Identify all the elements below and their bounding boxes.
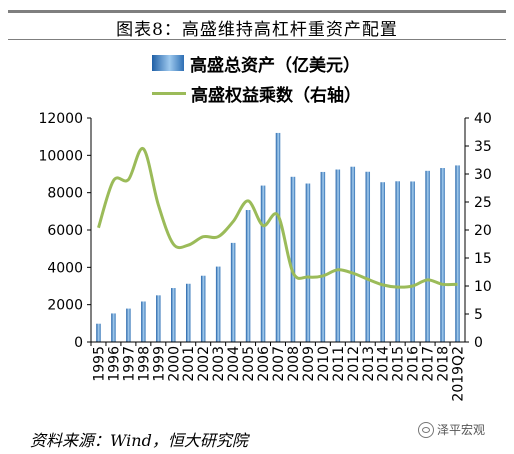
bar-1999	[156, 295, 161, 342]
legend-label-bars: 高盛总资产（亿美元）	[190, 55, 360, 76]
bar-2003	[215, 266, 221, 342]
bar-2004	[230, 242, 236, 342]
x-tick-label: 2017	[421, 346, 437, 382]
x-tick-label: 2001	[181, 346, 197, 382]
legend-label-line: 高盛权益乘数（右轴）	[191, 85, 361, 106]
legend-swatch-bar	[152, 55, 184, 71]
x-tick-label: 2019Q2	[451, 346, 467, 402]
bar-2009	[305, 183, 311, 342]
bar-2006	[260, 185, 266, 342]
bar-1998	[141, 301, 146, 342]
x-tick-label: 2010	[316, 346, 332, 382]
bar-2017	[425, 170, 430, 342]
bar-2011	[335, 169, 341, 342]
bar-2019Q2	[455, 165, 460, 342]
equity-multiplier-line	[97, 147, 458, 289]
x-tick-label: 2012	[346, 346, 362, 382]
right-tick-label: 30	[474, 167, 492, 183]
watermark-text: 泽平宏观	[437, 423, 486, 437]
right-tick-label: 40	[474, 111, 492, 127]
x-tick-label: 2003	[211, 346, 227, 382]
chart-title-bar: 图表8：高盛维持高杠杆重资产配置	[8, 10, 506, 40]
right-tick-label: 0	[474, 335, 483, 351]
left-tick-label: 6000	[47, 223, 83, 239]
bar-2010	[320, 171, 326, 342]
x-tick-label: 2008	[286, 346, 302, 382]
bar-1997	[126, 308, 131, 342]
x-tick-label: 1999	[151, 346, 167, 382]
left-tick-label: 2000	[47, 298, 83, 314]
left-tick-label: 10000	[38, 148, 83, 164]
x-tick-label: 2009	[301, 346, 317, 382]
x-tick-label: 1996	[106, 346, 122, 382]
legend-item-bars: 高盛总资产（亿美元）	[152, 48, 361, 78]
right-tick-label: 5	[474, 307, 483, 323]
bar-2012	[350, 166, 356, 342]
x-tick-label: 1998	[136, 346, 152, 382]
x-tick-label: 2011	[331, 346, 347, 382]
bar-2007	[275, 132, 281, 342]
bar-1996	[111, 313, 116, 342]
x-tick-label: 1997	[121, 346, 137, 382]
bar-2002	[200, 275, 206, 342]
bar-2008	[290, 176, 296, 342]
bar-2013	[365, 171, 371, 342]
x-tick-label: 2013	[361, 346, 377, 382]
x-tick-label: 2015	[391, 346, 407, 382]
left-tick-label: 0	[74, 335, 83, 351]
bar-2015	[395, 181, 400, 342]
legend-item-line: 高盛权益乘数（右轴）	[152, 78, 361, 108]
x-tick-label: 2002	[196, 346, 212, 382]
x-tick-label: 2000	[166, 346, 182, 382]
x-tick-label: 1995	[91, 346, 107, 382]
bar-2005	[245, 210, 251, 342]
source-note: 资料来源：Wind，恒大研究院	[30, 431, 248, 450]
left-tick-label: 12000	[38, 111, 83, 127]
bar-1995	[96, 323, 101, 342]
bar-2001	[185, 283, 191, 342]
x-tick-label: 2005	[241, 346, 257, 382]
chart-title: 图表8：高盛维持高杠杆重资产配置	[116, 20, 398, 40]
right-tick-label: 35	[474, 139, 492, 155]
right-tick-label: 25	[474, 195, 492, 211]
left-tick-label: 8000	[47, 186, 83, 202]
x-tick-label: 2018	[436, 346, 452, 382]
bar-2018	[440, 168, 445, 342]
right-tick-label: 10	[474, 279, 492, 295]
wechat-icon	[418, 421, 434, 438]
legend-swatch-line	[152, 91, 186, 95]
left-tick-label: 4000	[47, 260, 83, 276]
x-tick-label: 2004	[226, 346, 242, 382]
bar-2014	[380, 182, 385, 342]
x-tick-label: 2007	[271, 346, 287, 382]
watermark: 泽平宏观	[418, 421, 485, 438]
x-tick-label: 2006	[256, 346, 272, 382]
x-tick-label: 2014	[376, 346, 392, 382]
right-tick-label: 20	[474, 223, 492, 239]
right-tick-label: 15	[474, 251, 492, 267]
legend: 高盛总资产（亿美元） 高盛权益乘数（右轴）	[152, 48, 361, 108]
bar-2000	[171, 288, 176, 342]
x-tick-label: 2016	[406, 346, 422, 382]
bar-2016	[410, 181, 415, 342]
